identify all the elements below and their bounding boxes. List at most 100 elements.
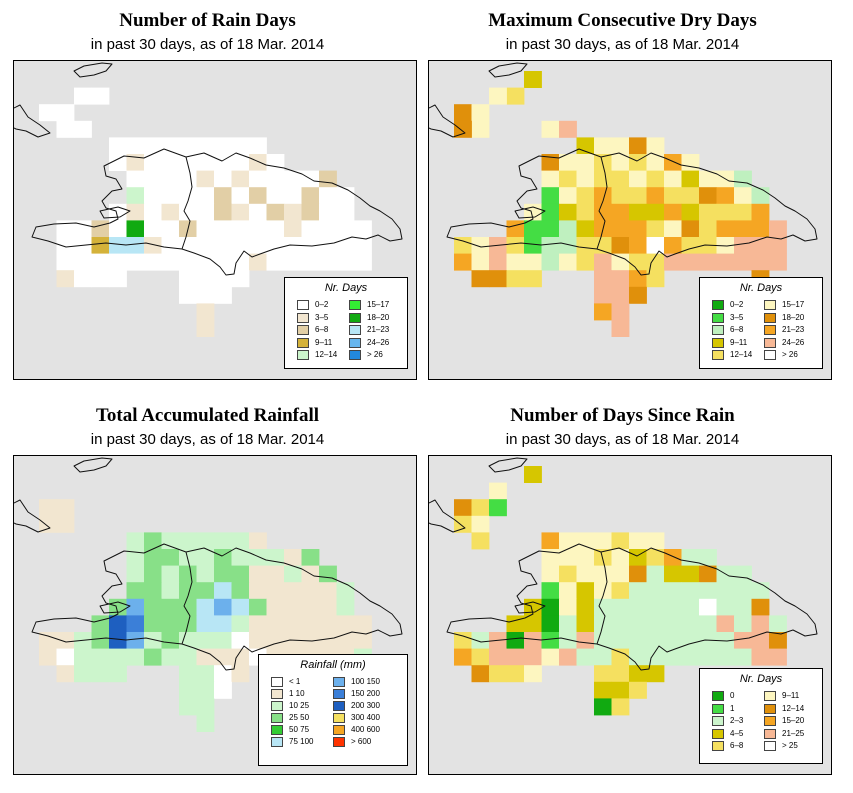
grid-cell: [179, 286, 197, 304]
grid-cell: [751, 582, 770, 600]
grid-cell: [576, 632, 595, 649]
legend-swatch: [712, 325, 724, 335]
grid-cell: [559, 203, 577, 221]
grid-cell: [214, 137, 232, 155]
grid-cell: [646, 648, 665, 666]
grid-cell: [319, 632, 337, 649]
grid-cell: [541, 532, 560, 550]
grid-cell: [196, 565, 215, 583]
grid-cell: [266, 220, 285, 238]
legend-label: 9–11: [315, 337, 333, 347]
grid-cell: [56, 632, 75, 649]
grid-cell: [231, 648, 250, 666]
grid-cell: [629, 237, 647, 254]
grid-cell: [91, 87, 110, 105]
grid-cell: [249, 598, 267, 616]
grid-cell: [699, 615, 717, 633]
grid-cell: [56, 515, 75, 533]
grid-cell: [354, 615, 372, 633]
grid-cell: [734, 598, 752, 616]
grid-cell: [319, 253, 337, 271]
grid-cell: [646, 582, 665, 600]
grid-cell: [336, 598, 355, 616]
legend-title: Nr. Days: [739, 673, 783, 685]
legend-swatch: [271, 737, 283, 747]
country-border: [596, 551, 608, 645]
grid-cell: [629, 270, 647, 288]
grid-cell: [576, 170, 595, 188]
legend-swatch: [333, 713, 345, 723]
grid-cell: [249, 253, 267, 271]
country-border: [181, 551, 193, 645]
legend-label: 6–8: [730, 741, 744, 750]
legend-label: 75 100: [289, 737, 314, 746]
grid-cell: [266, 632, 285, 649]
grid-cell: [179, 170, 197, 188]
grid-cell: [664, 648, 682, 666]
grid-cell: [646, 253, 665, 271]
grid-cell: [161, 187, 180, 205]
grid-cell: [214, 220, 232, 238]
grid-cell: [576, 615, 595, 633]
grid-cell: [611, 598, 630, 616]
grid-cell: [454, 120, 472, 138]
grid-cell: [196, 598, 215, 616]
grid-cell: [301, 582, 320, 600]
grid-cell: [196, 665, 215, 683]
grid-cell: [266, 598, 285, 616]
grid-cell: [214, 582, 232, 600]
grid-cell: [594, 170, 612, 188]
grid-cell: [336, 220, 355, 238]
grid-cell: [336, 582, 355, 600]
grid-cell: [646, 137, 665, 155]
grid-cell: [144, 632, 162, 649]
grid-cell: [681, 582, 700, 600]
grid-cell: [231, 582, 250, 600]
grid-cell: [716, 187, 735, 205]
grid-cell: [524, 237, 542, 254]
grid-cell: [646, 532, 665, 550]
grid-cell: [56, 120, 75, 138]
grid-cell: [231, 154, 250, 171]
grid-cell: [751, 598, 770, 616]
grid-cell: [161, 237, 180, 254]
legend-swatch: [712, 350, 724, 360]
grid-cell: [109, 154, 127, 171]
grid-cell: [161, 154, 180, 171]
grid-cell: [471, 120, 490, 138]
grid-cell: [576, 598, 595, 616]
grid-cell: [161, 253, 180, 271]
grid-cell: [196, 137, 215, 155]
grid-cell: [196, 237, 215, 254]
grid-cell: [576, 549, 595, 566]
grid-cell: [56, 237, 75, 254]
coastline: [31, 148, 403, 276]
grid-cell: [91, 648, 110, 666]
grid-cell: [576, 582, 595, 600]
grid-cell: [611, 253, 630, 271]
grid-cell: [681, 615, 700, 633]
legend-swatch: [764, 716, 776, 726]
grid-cell: [126, 154, 145, 171]
grid-cell: [769, 632, 787, 649]
coastline: [446, 543, 818, 671]
grid-cell: [319, 565, 337, 583]
legend-swatch: [712, 691, 724, 701]
grid-cell: [769, 615, 787, 633]
grid-cell: [541, 154, 560, 171]
grid-cell: [266, 187, 285, 205]
grid-cell: [126, 615, 145, 633]
legend-label: 2–3: [730, 716, 744, 725]
grid-cell: [506, 632, 525, 649]
grid-cell: [109, 220, 127, 238]
grid-cell: [594, 187, 612, 205]
grid-cell: [646, 203, 665, 221]
grid-cell: [629, 665, 647, 683]
grid-cell: [594, 598, 612, 616]
legend-label: 21–25: [782, 728, 805, 738]
grid-cell: [611, 237, 630, 254]
grid-cell: [716, 648, 735, 666]
grid-cell: [196, 615, 215, 633]
grid-cell: [594, 648, 612, 666]
grid-cell: [214, 632, 232, 649]
